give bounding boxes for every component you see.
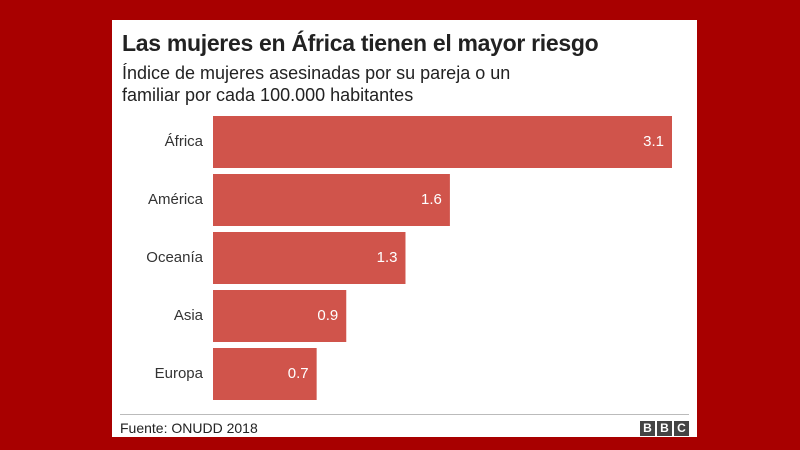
value-label: 0.9 [317,307,338,324]
bar [213,232,406,284]
bar [213,174,450,226]
chart-panel: Las mujeres en África tienen el mayor ri… [112,20,697,437]
category-label: Europa [155,365,204,382]
logo-letter: C [674,421,689,436]
chart-subtitle: Índice de mujeres asesinadas por su pare… [122,63,511,105]
value-label: 0.7 [288,365,309,382]
value-label: 3.1 [643,133,664,150]
category-label: América [148,191,204,208]
bar [213,290,347,342]
category-label: Oceanía [146,249,203,266]
logo-letter: B [640,421,655,436]
bar [213,116,672,168]
value-label: 1.6 [421,191,442,208]
footer: Fuente: ONUDD 2018 B B C [120,414,689,436]
logo-letter: B [657,421,672,436]
bar [213,348,317,400]
category-label: Asia [174,307,204,324]
source: Fuente: ONUDD 2018 [120,420,258,436]
chart: África 3.1 América 1.6 Oceanía 1.3 Asia 0.9 Euro… [146,116,672,400]
category-label: África [165,133,204,150]
value-label: 1.3 [377,249,398,266]
chart-title: Las mujeres en África tienen el mayor ri… [122,30,599,56]
logo: B B C [640,421,689,436]
